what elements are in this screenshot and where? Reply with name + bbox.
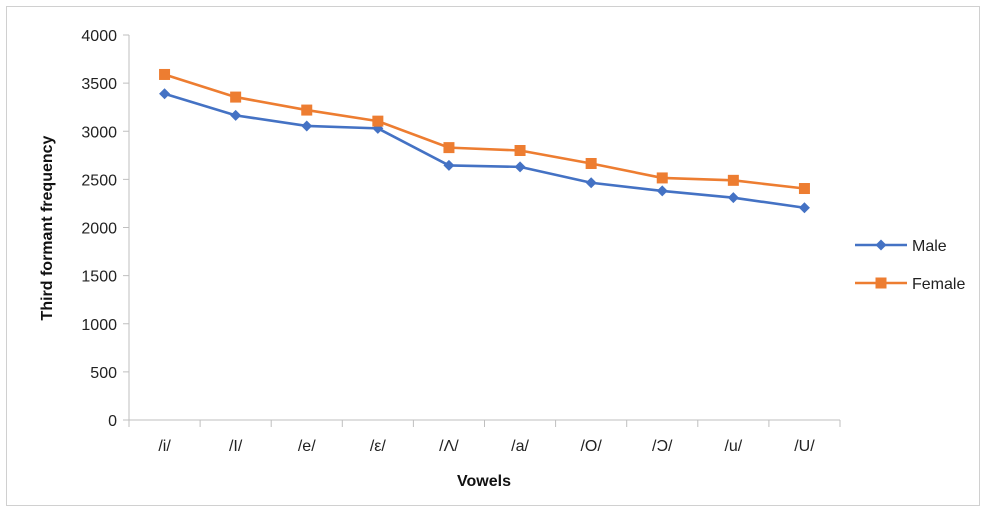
chart-frame (6, 6, 980, 506)
legend: Male Female (855, 238, 965, 293)
data-point-male (656, 185, 668, 197)
series-line-female (164, 73, 805, 190)
data-point-male (301, 120, 313, 132)
x-tick-label: /i/ (158, 438, 171, 455)
data-point-male (230, 109, 242, 121)
legend-item-male: Male (855, 238, 947, 255)
y-tick-label: 0 (108, 413, 117, 430)
y-tick-label: 3000 (81, 124, 117, 141)
series-line-male (164, 92, 805, 210)
x-tick-label: /ε/ (370, 438, 387, 455)
data-point-male (585, 177, 597, 189)
data-point-female (585, 157, 597, 169)
data-point-female (514, 145, 526, 156)
x-tick-label: /I/ (229, 438, 243, 455)
x-axis-title: Vowels (457, 473, 511, 490)
y-axis-title: Third formant frequency (39, 135, 56, 320)
x-tick-label: /u/ (724, 438, 742, 455)
y-tick-label: 1000 (81, 317, 117, 334)
x-tick-label: /e/ (298, 438, 316, 455)
legend-item-female: Female (855, 276, 965, 293)
y-axis-ticks: 0 500 1000 1500 2000 2500 3000 3500 4000 (81, 28, 129, 430)
x-tick-label: /a/ (511, 438, 529, 455)
series-female (159, 68, 810, 195)
y-tick-label: 2500 (81, 172, 117, 189)
legend-label: Female (912, 276, 965, 293)
data-point-female (727, 174, 739, 186)
data-point-male (159, 88, 171, 100)
data-point-male (798, 202, 810, 214)
data-point-female (230, 91, 242, 103)
y-tick-label: 3500 (81, 76, 117, 93)
y-tick-label: 2000 (81, 221, 117, 238)
series-layer (159, 68, 810, 214)
x-tick-label: /Λ/ (439, 438, 459, 455)
x-tick-label: /Ɔ/ (652, 438, 673, 455)
data-point-male (514, 161, 526, 173)
legend-swatch-marker (875, 277, 887, 289)
legend-swatch-marker (875, 239, 887, 251)
y-tick-label: 4000 (81, 28, 117, 45)
y-tick-label: 500 (90, 365, 117, 382)
data-point-female (656, 172, 668, 184)
data-point-female (443, 142, 455, 154)
data-point-female (372, 115, 384, 127)
x-tick-label: /U/ (794, 438, 815, 455)
y-tick-label: 1500 (81, 269, 117, 286)
data-point-female (798, 183, 810, 195)
series-male (159, 88, 810, 214)
data-point-male (727, 192, 739, 204)
x-axis-ticks: /i/ /I/ /e/ /ε/ /Λ/ /a/ /O/ /Ɔ/ /u/ /U/ (128, 420, 841, 455)
data-point-female (159, 68, 171, 80)
data-point-female (301, 104, 313, 116)
data-point-male (443, 159, 455, 171)
x-tick-label: /O/ (580, 438, 602, 455)
legend-label: Male (912, 238, 947, 255)
